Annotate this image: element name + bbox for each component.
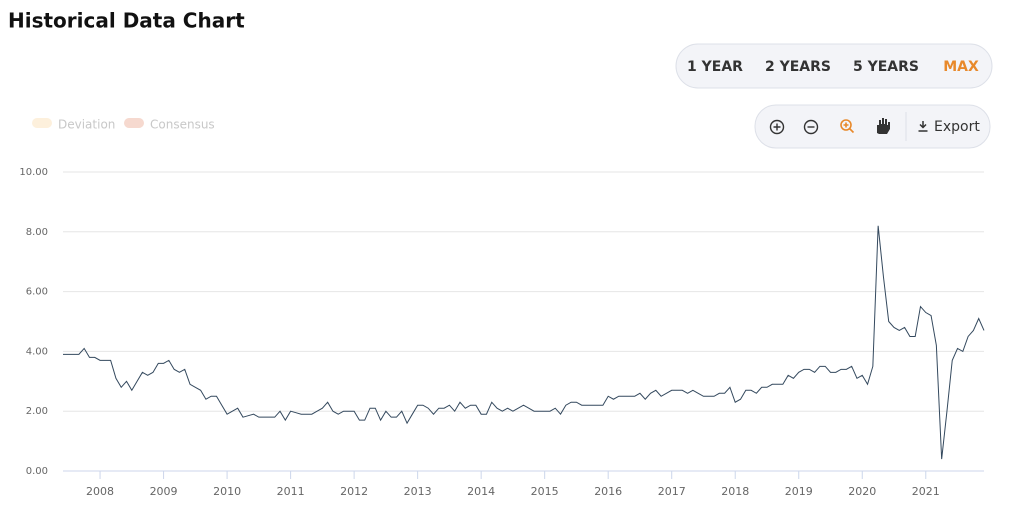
x-tick-label: 2021	[912, 485, 940, 498]
x-tick-label: 2016	[594, 485, 622, 498]
y-tick-label: 8.00	[26, 227, 48, 238]
x-tick-label: 2018	[721, 485, 749, 498]
export-icon[interactable]	[918, 121, 928, 132]
x-tick-label: 2020	[848, 485, 876, 498]
y-tick-label: 0.00	[26, 466, 48, 477]
range-button[interactable]: MAX	[943, 59, 979, 75]
x-tick-label: 2011	[277, 485, 305, 498]
x-tick-label: 2013	[404, 485, 432, 498]
export-button[interactable]: Export	[934, 119, 980, 135]
x-tick-label: 2017	[658, 485, 686, 498]
range-button[interactable]: 1 YEAR	[687, 59, 743, 75]
data-line	[63, 225, 985, 460]
toolbar	[754, 104, 991, 149]
range-button[interactable]: 5 YEARS	[853, 59, 919, 75]
x-tick-label: 2015	[531, 485, 559, 498]
zoom-out-icon[interactable]	[803, 119, 819, 135]
legend-toggle[interactable]	[124, 118, 144, 128]
zoom-in-icon[interactable]	[769, 119, 785, 135]
x-tick-label: 2012	[340, 485, 368, 498]
range-button[interactable]: 2 YEARS	[765, 59, 831, 75]
legend-toggle[interactable]	[32, 118, 52, 128]
legend: Deviation Consensus	[32, 118, 215, 132]
zoom-select-icon[interactable]	[840, 119, 855, 134]
pan-icon[interactable]	[877, 118, 890, 134]
y-tick-label: 6.00	[26, 287, 48, 298]
legend-label[interactable]: Deviation	[58, 118, 115, 132]
y-tick-label: 10.00	[19, 167, 48, 178]
x-tick-label: 2010	[213, 485, 241, 498]
range-buttons: 1 YEAR 2 YEARS 5 YEARS MAX	[687, 59, 979, 75]
page-title: Historical Data Chart	[8, 9, 245, 33]
y-tick-label: 2.00	[26, 406, 48, 417]
x-tick-label: 2009	[150, 485, 178, 498]
y-tick-label: 4.00	[26, 346, 48, 357]
range-selector	[675, 43, 993, 89]
plot-area: 0.00 2.00 4.00 6.00 8.00 10.00 2008 2009 2010 201…	[19, 167, 985, 498]
x-tick-label: 2019	[785, 485, 813, 498]
x-tick-label: 2014	[467, 485, 495, 498]
x-tick-label: 2008	[86, 485, 114, 498]
legend-label[interactable]: Consensus	[150, 118, 215, 132]
